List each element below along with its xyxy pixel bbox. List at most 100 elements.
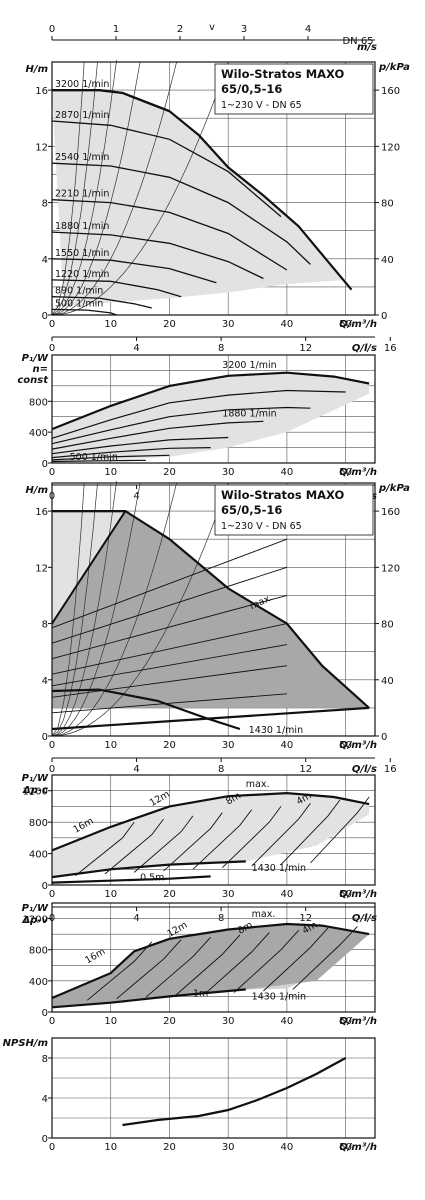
system-curve	[51, 61, 85, 316]
x-axis-label: Q/m³/h	[339, 740, 377, 751]
chart-note: 1~230 V - DN 65	[221, 100, 302, 111]
ls-axis-label: Q/l/s	[352, 764, 377, 775]
plot-frame	[51, 1037, 376, 1139]
control-line	[251, 803, 311, 867]
max-label: max.	[246, 779, 270, 790]
y-axis-label: H/m	[26, 64, 48, 75]
chart-power-dpc: P₁/WΔp-c0102030405004008001200Q/m³/h0481…	[22, 773, 377, 924]
x-tick-label: 10	[104, 1142, 117, 1153]
y-tick-label: 12	[35, 142, 48, 153]
max-label: max.	[252, 909, 276, 920]
control-line	[263, 927, 329, 992]
x-tick-label: 40	[281, 319, 294, 330]
x-tick-label: 30	[222, 319, 235, 330]
x-tick-label: 30	[222, 740, 235, 751]
y2-tick-label: 160	[381, 507, 400, 518]
x-tick-label: 50	[339, 319, 352, 330]
operating-area	[52, 90, 352, 307]
head-label: 16m	[83, 946, 107, 966]
min-curve	[51, 688, 241, 731]
speed-label: 2210 1/min	[55, 189, 109, 200]
x-tick-label: 0	[49, 319, 55, 330]
max-curve	[52, 89, 353, 291]
y2-tick-label: 80	[381, 620, 394, 631]
y-tick-label: 1200	[23, 787, 48, 798]
dn-label: DN 65	[342, 36, 373, 47]
ls-tick-label: 0	[49, 343, 55, 354]
y2-tick-label: 120	[381, 142, 400, 153]
system-curve	[51, 61, 98, 316]
x-tick-label: 0	[49, 467, 55, 478]
plot-frame	[51, 354, 376, 464]
y-axis-label: P₁/W	[22, 903, 49, 914]
power-curve	[51, 436, 229, 455]
ls-tick-label: 4	[133, 764, 139, 775]
speed-curve	[51, 279, 182, 298]
x-axis-label: Q/m³/h	[339, 889, 377, 900]
control-line	[51, 594, 288, 660]
control-line	[280, 799, 341, 865]
x-tick-label: 50	[339, 1142, 352, 1153]
x-tick-label: 40	[281, 889, 294, 900]
y-tick-label: 400	[29, 850, 48, 861]
x-tick-label: 20	[163, 889, 176, 900]
y2-tick-label: 80	[381, 199, 394, 210]
ls-axis-label: Q/l/s	[352, 343, 377, 354]
speed-label: 2540 1/min	[55, 152, 109, 163]
x-tick-label: 30	[222, 889, 235, 900]
plot-frame	[51, 774, 376, 886]
x-tick-label: 10	[104, 740, 117, 751]
y-axis-label-3: const	[17, 375, 49, 386]
chart-subtitle: 65/0,5-16	[221, 82, 282, 96]
x-axis-label: Q/m³/h	[339, 1016, 377, 1027]
title-box	[214, 63, 374, 115]
title-box	[214, 484, 374, 536]
control-line	[75, 821, 135, 876]
x-tick-label: 30	[222, 1142, 235, 1153]
speed-curve	[51, 258, 217, 284]
speed-curve	[51, 120, 282, 218]
x-tick-label: 50	[339, 1016, 352, 1027]
speed-curve	[51, 199, 288, 271]
x-tick-label: 40	[281, 1142, 294, 1153]
power-curve	[51, 459, 147, 463]
ls-tick-label: 0	[49, 764, 55, 775]
y-tick-label: 8	[42, 1054, 48, 1065]
chart-head-control: H/m0 10 20 30 40 50048121604080120160p/kPaQ/m…	[26, 480, 410, 775]
x-tick-label: 10	[104, 319, 117, 330]
v-tick-label: 4	[305, 24, 311, 35]
speed-label: 1880 1/min	[55, 221, 109, 232]
ls-tick-label: 16	[384, 343, 397, 354]
y-tick-label: 0	[42, 1134, 48, 1145]
y-axis-label-2: Δp-c	[22, 785, 48, 796]
y-tick-label: 12	[35, 563, 48, 574]
max-curve	[52, 510, 370, 709]
y-axis-label-2: n=	[33, 364, 49, 375]
system-curve	[51, 61, 177, 316]
x-tick-label: 50	[339, 740, 352, 751]
y-tick-label: 16	[35, 507, 48, 518]
y-axis-label: NPSH/m	[3, 1038, 48, 1049]
y-axis-label: P₁/W	[22, 773, 49, 784]
left-boundary	[51, 510, 127, 625]
x-axis-label: Q/m³/h	[339, 1142, 377, 1153]
y-axis-label-2: Δp-v	[21, 915, 48, 926]
operating-area	[52, 793, 370, 878]
y-tick-label: 8	[42, 199, 48, 210]
control-line	[51, 693, 287, 714]
min-label: 1430 1/min	[252, 992, 306, 1003]
x-tick-label: 10	[104, 889, 117, 900]
v-tick-label: 2	[177, 24, 183, 35]
ls-tick-label: 4	[133, 343, 139, 354]
y2-tick-label: 160	[381, 86, 400, 97]
y-tick-label: 4	[42, 255, 48, 266]
control-line	[51, 538, 288, 629]
control-line	[51, 623, 287, 675]
chart-title: Wilo-Stratos MAXO	[221, 67, 345, 81]
v-tick-label: 3	[241, 24, 247, 35]
x-tick-label: 50	[339, 467, 352, 478]
control-line	[51, 665, 287, 698]
min-curve	[51, 860, 246, 879]
y2-axis-label: p/kPa	[378, 62, 410, 73]
